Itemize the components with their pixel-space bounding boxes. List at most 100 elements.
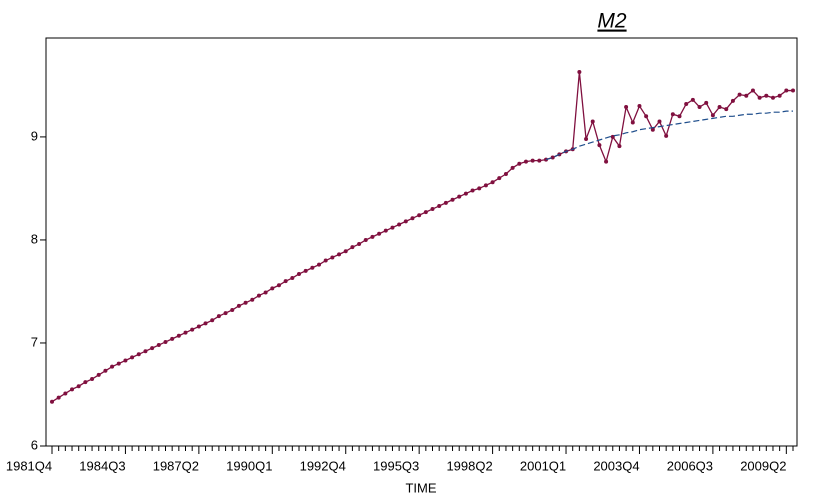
data-point [303, 268, 308, 273]
data-point [650, 127, 655, 132]
data-point [156, 343, 161, 348]
plot-frame [45, 37, 798, 447]
x-tick-label: 2001Q1 [520, 458, 566, 473]
data-point [370, 234, 375, 239]
x-tick-label: 1995Q3 [373, 458, 419, 473]
data-point [530, 158, 535, 163]
data-point [223, 311, 228, 316]
data-point [704, 100, 709, 105]
data-point [270, 286, 275, 291]
data-point [123, 358, 128, 363]
data-point [176, 333, 181, 338]
data-point [410, 216, 415, 221]
data-point [297, 271, 301, 276]
x-axis-label: TIME [405, 480, 436, 495]
data-point [216, 314, 221, 319]
data-point [717, 105, 722, 110]
data-point [590, 119, 595, 124]
data-point [323, 258, 328, 263]
data-point [56, 395, 61, 400]
data-point [110, 364, 115, 369]
data-point [730, 98, 735, 103]
data-point [70, 387, 75, 392]
data-point [290, 276, 295, 281]
data-point [236, 303, 241, 308]
data-point [697, 105, 702, 110]
data-point [96, 372, 101, 377]
data-point [283, 279, 288, 284]
data-point [684, 101, 689, 106]
data-point [777, 93, 782, 98]
data-point [757, 95, 762, 100]
data-point [443, 200, 448, 205]
chart-title: M2 [597, 10, 626, 33]
y-tick-label: 6 [31, 437, 38, 452]
data-point [517, 161, 522, 166]
data-point [263, 290, 268, 295]
data-point [770, 95, 775, 100]
x-tick-label: 2009Q2 [740, 458, 786, 473]
data-point [330, 255, 335, 260]
data-point [210, 318, 215, 323]
data-point [76, 384, 81, 389]
x-tick-label: 1990Q1 [226, 458, 272, 473]
data-point [403, 219, 408, 224]
data-point [457, 194, 462, 199]
data-point [423, 210, 428, 215]
data-point [256, 293, 261, 298]
data-point [550, 155, 555, 160]
data-point [190, 327, 195, 332]
data-point [196, 324, 201, 329]
data-point [276, 283, 281, 288]
y-tick-label: 8 [31, 231, 38, 246]
data-point [784, 88, 789, 93]
data-point [150, 346, 155, 351]
data-point [343, 249, 348, 254]
data-point [503, 172, 508, 176]
data-point [710, 113, 715, 118]
data-point [470, 188, 475, 193]
data-point [363, 237, 368, 242]
data-point [537, 158, 542, 163]
data-point [664, 133, 669, 138]
data-point [690, 97, 695, 102]
series-line [545, 110, 793, 161]
data-point [63, 391, 68, 396]
data-point [337, 252, 342, 257]
data-point [90, 377, 95, 382]
data-point [163, 339, 168, 344]
data-point [791, 88, 795, 93]
data-point [677, 114, 682, 119]
data-point [584, 136, 589, 141]
data-point [397, 222, 402, 227]
data-point [477, 186, 482, 191]
x-tick-label: 1981Q4 [6, 458, 52, 473]
data-point [317, 262, 322, 267]
series-line [51, 71, 793, 403]
data-point [250, 297, 255, 302]
data-point [624, 105, 629, 110]
data-point [744, 93, 749, 98]
data-point [183, 330, 188, 335]
data-point [203, 321, 208, 326]
data-point [463, 191, 468, 196]
data-point [50, 399, 54, 404]
data-point [483, 183, 488, 188]
data-point [764, 93, 769, 98]
data-point [750, 88, 755, 93]
data-point [170, 336, 175, 341]
data-point [510, 165, 515, 170]
data-point [136, 352, 141, 357]
data-point [644, 114, 649, 119]
data-point [230, 308, 235, 312]
x-tick-label: 2003Q4 [593, 458, 639, 473]
data-point [724, 107, 729, 112]
data-point [670, 112, 675, 117]
x-tick-label: 1987Q2 [153, 458, 199, 473]
data-point [350, 245, 355, 250]
data-point [497, 176, 502, 181]
x-tick-label: 1998Q2 [446, 458, 492, 473]
data-point [130, 355, 135, 360]
data-point [617, 144, 622, 149]
x-tick-label: 1992Q4 [300, 458, 346, 473]
